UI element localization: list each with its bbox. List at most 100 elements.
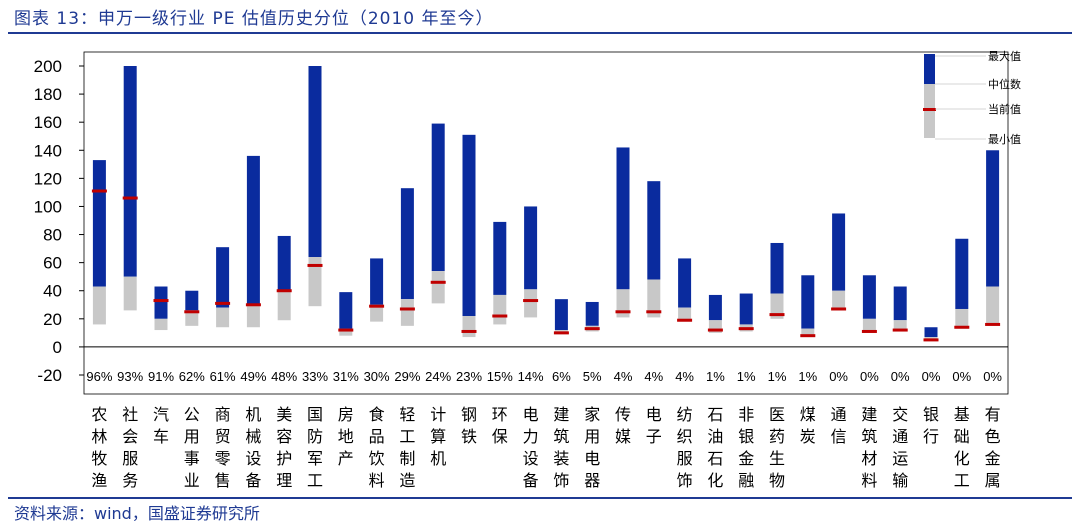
bar-upper-range — [616, 147, 630, 290]
bar-lower-range — [462, 316, 476, 338]
bar-upper-range — [524, 206, 538, 290]
percentile-label: 93% — [117, 369, 143, 384]
category-label: 环保 — [492, 405, 508, 446]
current-value-marker — [923, 338, 939, 342]
percentile-label: 1% — [737, 369, 756, 384]
bar-lower-range — [524, 289, 538, 318]
category-label: 医药生物 — [769, 405, 785, 490]
category-label: 轻工制造 — [399, 405, 415, 490]
bar-upper-range — [308, 66, 322, 258]
legend-label: 最小值 — [988, 133, 1021, 146]
y-tick-label: 200 — [34, 57, 62, 76]
legend-label: 当前值 — [988, 102, 1021, 116]
current-value-marker — [738, 327, 754, 331]
bar-lower-range — [154, 318, 168, 331]
bar-upper-range — [986, 150, 1000, 287]
category-label: 非银金融 — [738, 405, 754, 490]
bar-upper-range — [123, 66, 137, 277]
bar-lower-range — [339, 328, 353, 336]
percentile-label: 6% — [552, 369, 571, 384]
bar-upper-range — [678, 258, 692, 308]
bar-lower-range — [216, 307, 230, 328]
current-value-marker — [430, 280, 446, 284]
percentile-label: 4% — [614, 369, 633, 384]
current-value-marker — [800, 334, 816, 338]
legend-swatch-current — [923, 108, 936, 111]
category-label: 房地产 — [338, 405, 354, 468]
bar-lower-range — [862, 318, 876, 333]
percentile-label: 1% — [798, 369, 817, 384]
bar-upper-range — [832, 213, 846, 291]
y-tick-label: 20 — [43, 310, 62, 329]
bar-upper-range — [862, 275, 876, 319]
current-value-marker — [892, 328, 908, 332]
percentile-label: 33% — [302, 369, 328, 384]
legend-swatch-upper — [924, 54, 935, 84]
bar-lower-range — [832, 290, 846, 311]
bar-upper-range — [185, 290, 199, 311]
bar-lower-range — [277, 290, 291, 321]
percentile-label: 0% — [860, 369, 879, 384]
category-label: 电子 — [646, 405, 662, 446]
category-label: 美容护理 — [276, 405, 292, 490]
percentile-label: 15% — [487, 369, 513, 384]
plot-frame — [83, 51, 1009, 395]
legend-label: 最大值 — [988, 49, 1021, 63]
y-tick-label: 100 — [34, 197, 62, 216]
current-value-marker — [985, 322, 1001, 326]
current-value-marker — [184, 310, 200, 314]
bar-lower-range — [308, 257, 322, 307]
current-value-marker — [646, 310, 662, 314]
source-note: 资料来源：wind，国盛证券研究所 — [14, 504, 260, 523]
category-label: 社会服务 — [122, 405, 138, 490]
percentile-label: 30% — [364, 369, 390, 384]
bar-lower-range — [986, 286, 1000, 325]
bar-lower-range — [370, 304, 384, 322]
category-label: 基础化工 — [954, 405, 970, 490]
category-label: 公用事业 — [184, 405, 200, 490]
bar-lower-range — [123, 276, 137, 311]
current-value-marker — [91, 189, 107, 193]
category-label: 国防军工 — [307, 405, 323, 490]
bar-upper-range — [770, 242, 784, 294]
percentile-label: 4% — [675, 369, 694, 384]
category-label: 通信 — [831, 405, 847, 446]
percentile-label: 49% — [240, 369, 266, 384]
category-label: 商贸零售 — [215, 405, 231, 490]
legend-label: 中位数 — [988, 77, 1021, 91]
current-value-marker — [399, 307, 415, 311]
percentile-label: 4% — [644, 369, 663, 384]
category-label: 石油石化 — [707, 405, 723, 490]
category-label: 电力设备 — [523, 405, 539, 490]
percentile-label: 0% — [952, 369, 971, 384]
figure-title: 图表 13：申万一级行业 PE 估值历史分位（2010 年至今） — [14, 9, 494, 29]
percentile-label: 23% — [456, 369, 482, 384]
bar-lower-range — [678, 307, 692, 322]
current-value-marker — [954, 325, 970, 329]
source-rule — [8, 497, 1072, 499]
current-value-marker — [584, 327, 600, 331]
percentile-label: 14% — [518, 369, 544, 384]
current-value-marker — [615, 310, 631, 314]
category-label: 汽车 — [153, 405, 169, 446]
category-label: 计算机 — [430, 405, 446, 468]
bar-upper-range — [924, 327, 938, 338]
bar-lower-range — [400, 299, 414, 326]
category-label: 有色金属 — [985, 405, 1001, 490]
category-label: 纺织服饰 — [677, 405, 693, 490]
category-label: 建筑材料 — [861, 405, 877, 490]
bar-upper-range — [739, 293, 753, 325]
current-value-marker — [276, 289, 292, 293]
bar-lower-range — [801, 328, 815, 338]
bar-upper-range — [339, 292, 353, 329]
current-value-marker — [553, 331, 569, 335]
y-tick-label: -20 — [37, 366, 62, 385]
current-value-marker — [307, 263, 323, 267]
percentile-label: 1% — [706, 369, 725, 384]
current-value-marker — [215, 301, 231, 305]
current-value-marker — [523, 299, 539, 303]
category-label: 银行 — [923, 405, 939, 446]
current-value-marker — [369, 304, 385, 308]
bar-upper-range — [277, 235, 291, 291]
bar-upper-range — [955, 238, 969, 309]
